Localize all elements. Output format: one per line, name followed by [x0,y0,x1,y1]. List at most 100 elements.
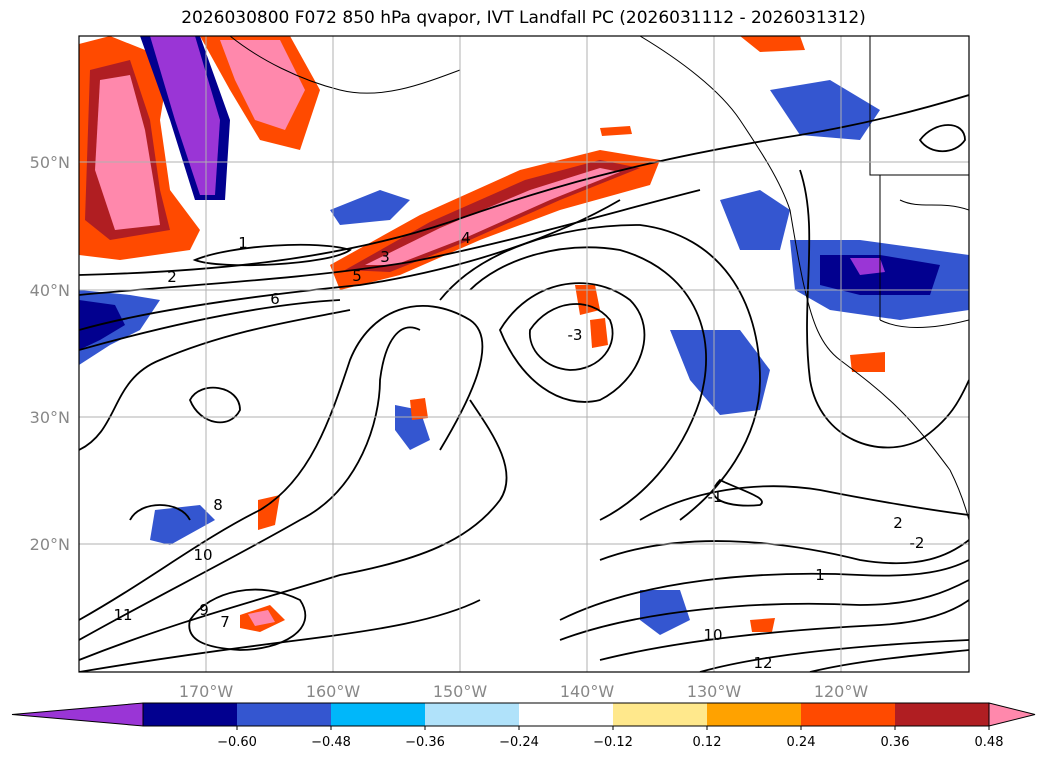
contour-label: 5 [352,267,362,285]
contour-line [918,124,966,153]
colorbar-segment [613,703,708,726]
contour-layer [79,94,969,672]
colorbar-segment [331,703,426,726]
colorbar-segment [895,703,990,726]
contour-line [439,224,761,521]
contour-label: 1 [238,234,248,252]
shade-blue-8 [150,505,215,545]
contour-line [79,599,481,672]
lat-label-50n: 50°N [30,153,70,172]
shade-orange-5 [410,398,428,420]
shade-purple-4 [850,258,885,275]
contour-label: 3 [380,248,390,266]
coastline [639,36,969,521]
contour-label: 7 [220,613,230,631]
colorbar-segment [425,703,520,726]
shade-blue-3 [720,190,790,250]
shade-orange-2 [590,318,608,348]
contour-label: 6 [270,290,280,308]
colorbar-labels: −0.60 −0.48 −0.36 −0.24 −0.12 0.12 0.24 0.36 0.4… [217,726,1004,750]
contour-line [79,189,701,296]
lat-label-40n: 40°N [30,281,70,300]
shade-orange-6 [600,126,632,136]
colorbar-tick-label: −0.48 [311,735,351,750]
shade-nw-purple [150,36,220,195]
colorbar-segment [519,703,614,726]
contour-label: -1 [708,488,723,506]
contour-line [799,169,969,449]
colorbar-segment [707,703,802,726]
colorbar-tick-label: −0.12 [593,735,633,750]
coastline-layer [229,36,969,521]
lon-label-120w: 120°W [814,682,869,701]
contour-label: 1 [815,566,825,584]
graticule [79,36,969,672]
coastline [899,199,969,211]
lon-label-160w: 160°W [306,682,361,701]
lat-labels: 50°N 40°N 30°N 20°N [30,153,70,554]
contour-line [639,485,969,521]
colorbar-tick-label: 0.24 [787,735,816,750]
coastline [879,175,969,328]
colorbar-segment [237,703,332,726]
contour-line [529,303,614,371]
contour-line [79,326,421,641]
colorbar-tick-label: −0.24 [499,735,539,750]
contour-line [559,559,969,621]
coastline [229,36,461,94]
contour-label: 2 [167,268,177,286]
lon-label-130w: 130°W [687,682,742,701]
contour-label: 8 [213,496,223,514]
shade-ar-pink [365,168,620,265]
contour-label: -3 [568,326,583,344]
colorbar-tick-label: −0.36 [405,735,445,750]
shade-blue-5 [670,330,770,415]
contour-line [599,599,969,661]
contour-line [559,579,969,641]
shade-nw2-pink [220,40,305,130]
lat-label-20n: 20°N [30,535,70,554]
contour-line [79,399,508,661]
chart-title: 2026030800 F072 850 hPa qvapor, IVT Land… [181,8,866,28]
contour-line [129,504,191,521]
shade-blue-7 [640,590,690,635]
shade-pink-3 [248,610,275,626]
colorbar-segment [143,703,238,726]
shade-orange-4 [258,495,280,530]
colorbar-segment [801,703,896,726]
shade-orange-8 [740,36,805,52]
contour-label: 9 [199,601,209,619]
contour-label: 10 [193,546,212,564]
contour-line [469,246,707,521]
coastline [869,36,969,176]
lon-labels: 170°W 160°W 150°W 140°W 130°W 120°W [179,682,869,701]
colorbar-border [142,702,990,727]
contour-label: 4 [461,229,471,247]
colorbar-extend-max [988,702,1036,727]
shade-navy-2 [79,300,125,350]
lon-label-150w: 150°W [433,682,488,701]
contour-label: 2 [893,514,903,532]
colorbar-tick-label: 0.12 [693,735,722,750]
shade-nw-pink [95,75,160,230]
plot-border [78,35,970,673]
contour-label: 11 [113,606,132,624]
contour-label: 12 [753,654,772,672]
colorbar-tick-label: 0.48 [975,735,1004,750]
shade-orange-9 [750,618,775,632]
contour-line [79,199,621,331]
lon-label-140w: 140°W [560,682,615,701]
contour-line [498,282,646,403]
contour-label: -2 [910,534,925,552]
lat-label-30n: 30°N [30,408,70,427]
contour-line [699,639,969,672]
contour-line [79,305,484,621]
shade-blue-1 [330,190,410,225]
contour-line [809,649,969,672]
contour-line [79,309,351,451]
shade-orange-7 [850,352,885,372]
contour-label: 10 [703,626,722,644]
colorbar-extend-min [11,702,144,727]
